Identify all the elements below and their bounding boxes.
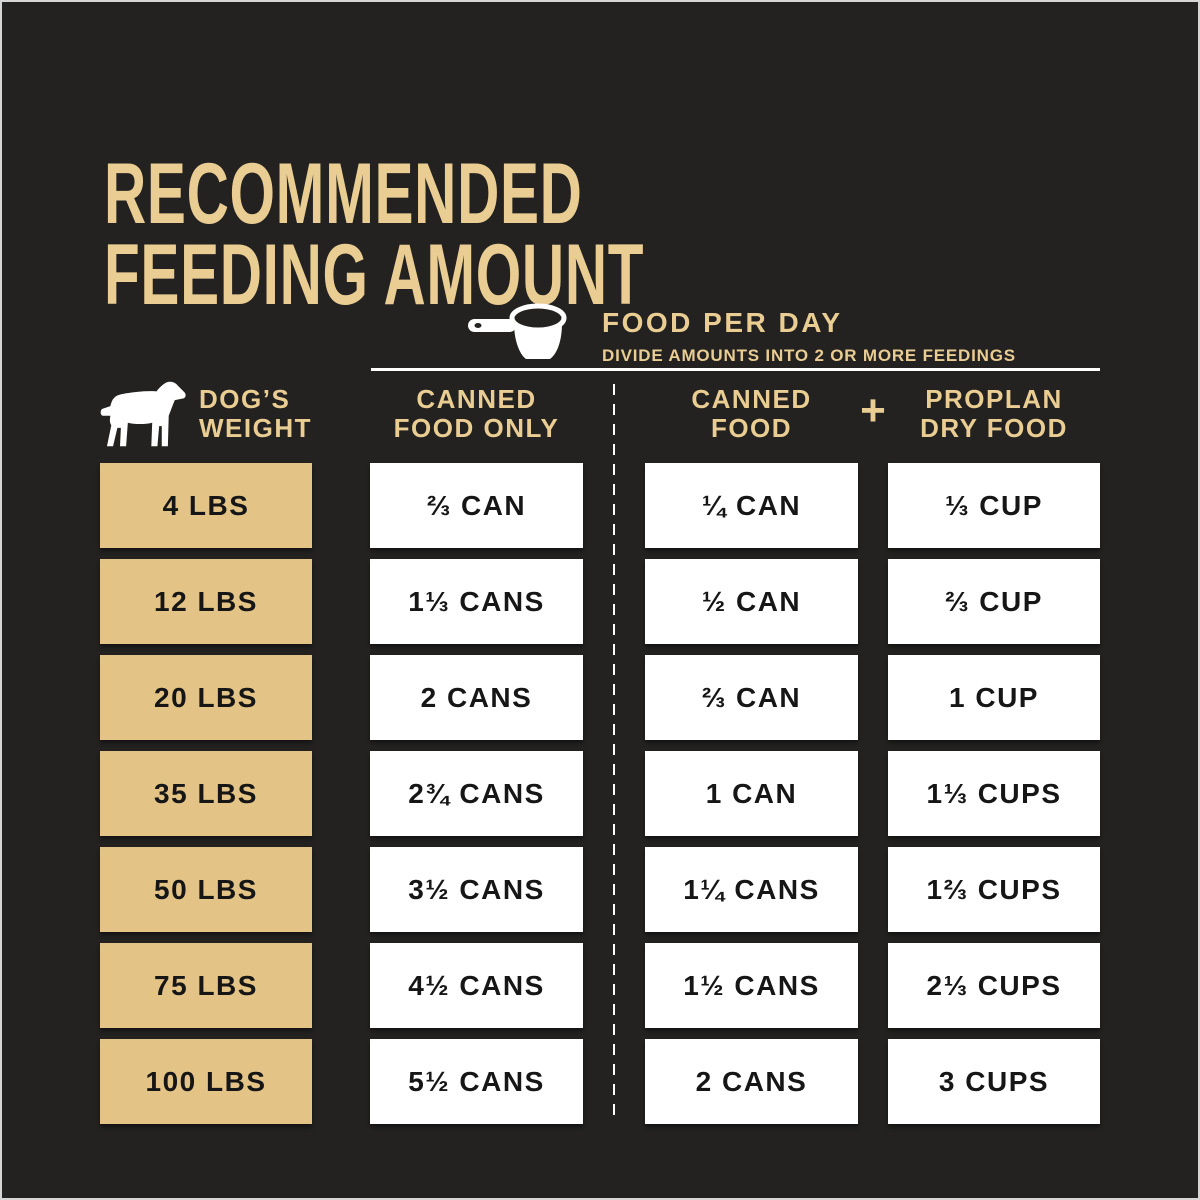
table-row: 50 LBS 3½ CANS 1¼ CANS 1⅔ CUPS xyxy=(100,847,1100,932)
weight-cell: 4 LBS xyxy=(100,463,312,548)
page-title-line2: FEEDING AMOUNT xyxy=(104,226,645,323)
dry-food-cell: 1⅔ CUPS xyxy=(888,847,1100,932)
dry-food-cell: ⅔ CUP xyxy=(888,559,1100,644)
canned-food-cell: 1 CAN xyxy=(645,751,858,836)
canned-food-cell: 1½ CANS xyxy=(645,943,858,1028)
table-row: 100 LBS 5½ CANS 2 CANS 3 CUPS xyxy=(100,1039,1100,1124)
table-row: 35 LBS 2¾ CANS 1 CAN 1⅓ CUPS xyxy=(100,751,1100,836)
table-row: 20 LBS 2 CANS ⅔ CAN 1 CUP xyxy=(100,655,1100,740)
dry-food-cell: 1⅓ CUPS xyxy=(888,751,1100,836)
canned-only-cell: 2 CANS xyxy=(370,655,583,740)
dashed-column-divider xyxy=(613,384,615,1124)
feeding-table-body: 4 LBS ⅔ CAN ¼ CAN ⅓ CUP 12 LBS 1⅓ CANS ½… xyxy=(100,463,1100,1135)
table-row: 75 LBS 4½ CANS 1½ CANS 2⅓ CUPS xyxy=(100,943,1100,1028)
dry-food-cell: 1 CUP xyxy=(888,655,1100,740)
weight-cell: 50 LBS xyxy=(100,847,312,932)
dry-food-cell: ⅓ CUP xyxy=(888,463,1100,548)
food-per-day-header: FOOD PER DAY DIVIDE AMOUNTS INTO 2 OR MO… xyxy=(468,303,1016,366)
page-title: RECOMMENDED FEEDING AMOUNT xyxy=(104,145,645,323)
weight-cell: 35 LBS xyxy=(100,751,312,836)
canned-food-cell: ¼ CAN xyxy=(645,463,858,548)
canned-only-cell: ⅔ CAN xyxy=(370,463,583,548)
canned-only-cell: 3½ CANS xyxy=(370,847,583,932)
weight-cell: 100 LBS xyxy=(100,1039,312,1124)
canned-food-cell: ½ CAN xyxy=(645,559,858,644)
weight-column-header: DOG’S WEIGHT xyxy=(100,377,312,451)
table-header-row: DOG’S WEIGHT CANNED FOOD ONLY CANNED FOO… xyxy=(100,376,1100,452)
food-per-day-heading: FOOD PER DAY xyxy=(602,307,843,338)
canned-only-cell: 1⅓ CANS xyxy=(370,559,583,644)
food-per-day-subheading: DIVIDE AMOUNTS INTO 2 OR MORE FEEDINGS xyxy=(602,346,1016,365)
dog-icon xyxy=(100,381,186,447)
weight-column-label: DOG’S WEIGHT xyxy=(199,384,312,443)
weight-cell: 20 LBS xyxy=(100,655,312,740)
dry-food-column-label: PROPLAN DRY FOOD xyxy=(920,384,1068,443)
plus-sign: + xyxy=(860,386,886,435)
canned-food-cell: ⅔ CAN xyxy=(645,655,858,740)
table-row: 4 LBS ⅔ CAN ¼ CAN ⅓ CUP xyxy=(100,463,1100,548)
canned-only-column-label: CANNED FOOD ONLY xyxy=(393,384,560,443)
header-divider-line xyxy=(371,368,1100,371)
canned-only-cell: 4½ CANS xyxy=(370,943,583,1028)
food-per-day-text: FOOD PER DAY DIVIDE AMOUNTS INTO 2 OR MO… xyxy=(602,303,1016,366)
dry-food-cell: 3 CUPS xyxy=(888,1039,1100,1124)
measuring-cup-icon xyxy=(468,303,567,359)
weight-cell: 75 LBS xyxy=(100,943,312,1028)
canned-food-cell: 1¼ CANS xyxy=(645,847,858,932)
canned-food-cell: 2 CANS xyxy=(645,1039,858,1124)
canned-only-cell: 2¾ CANS xyxy=(370,751,583,836)
page-title-line1: RECOMMENDED xyxy=(104,145,583,242)
canned-only-cell: 5½ CANS xyxy=(370,1039,583,1124)
table-row: 12 LBS 1⅓ CANS ½ CAN ⅔ CUP xyxy=(100,559,1100,644)
dry-food-cell: 2⅓ CUPS xyxy=(888,943,1100,1028)
weight-cell: 12 LBS xyxy=(100,559,312,644)
canned-food-column-label: CANNED FOOD xyxy=(691,384,812,443)
